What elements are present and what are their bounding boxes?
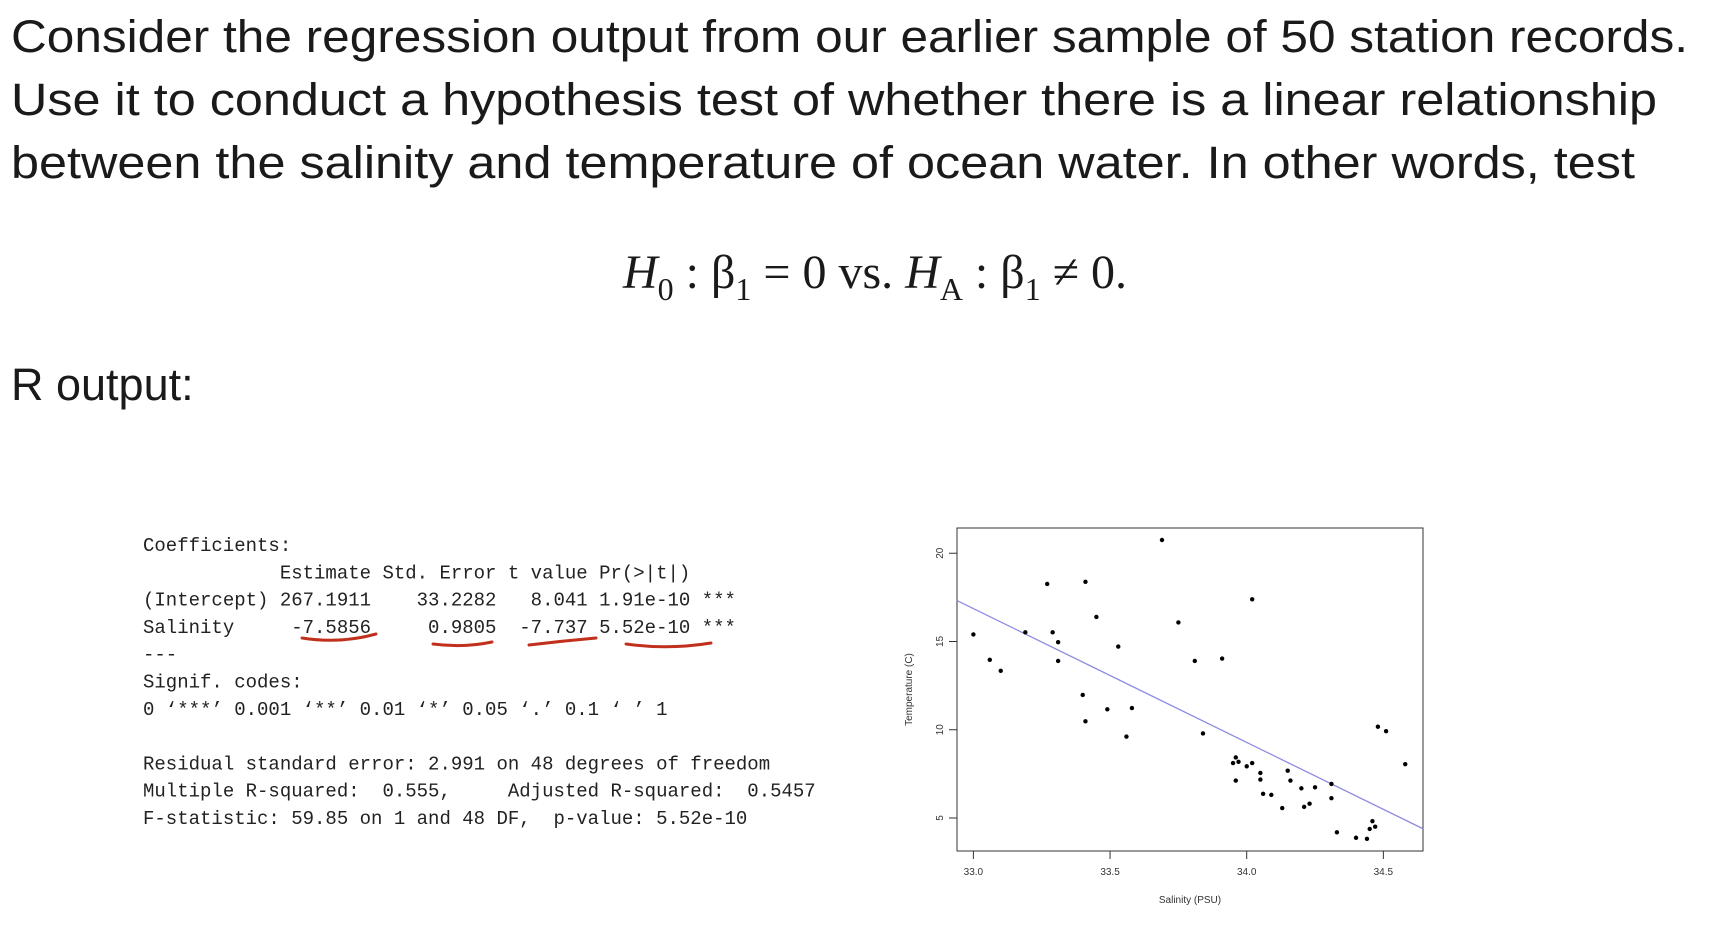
formula-part: : β [674,246,736,299]
data-point [1124,734,1129,739]
formula-part: 0 [658,271,674,307]
data-point [1329,796,1334,801]
data-point [1329,781,1334,787]
data-point [1353,835,1359,840]
data-point [1050,630,1055,635]
data-point [1269,792,1274,798]
data-point [1280,805,1285,811]
data-point [1312,785,1318,790]
data-point [1192,658,1197,664]
formula-part: H [622,246,660,299]
hand-underlines [300,632,713,649]
data-point [1044,581,1050,587]
section-heading: R output: [11,359,194,410]
data-point [1094,614,1099,620]
data-point [1301,804,1307,810]
underline [431,640,494,648]
formula-part: H [904,246,942,299]
data-point [1055,639,1061,645]
underline [527,636,598,647]
data-point [1364,836,1370,842]
formula-part: = 0 vs. [751,246,905,299]
fit-line [956,599,1424,830]
data-point [1260,791,1266,797]
r-output-line: Estimate Std. Error t value Pr(>|t|) [143,562,690,584]
data-point [1200,731,1206,736]
x-tick-label: 34.0 [1237,867,1257,878]
data-point [1055,658,1061,664]
paragraph-line: Use it to conduct a hypothesis test of w… [11,74,1657,125]
y-tick-label: 20 [935,547,946,559]
data-point [1367,826,1372,832]
data-point [1372,824,1378,829]
data-point [1176,620,1181,625]
data-point [1249,597,1255,602]
data-point [971,632,976,637]
formula-part: : β [963,246,1025,299]
data-point [1159,537,1165,543]
y-tick-label: 15 [935,635,946,647]
formula-part: 1 [735,271,751,307]
r-output-line: Residual standard error: 2.991 on 48 deg… [143,753,770,775]
r-output-line: --- [143,644,177,666]
r-output-line: Coefficients: [143,535,291,557]
formula: H0 : β1 = 0 vs. HA : β1 ≠ 0. [622,246,1127,307]
r-output-line: Signif. codes: [143,672,303,694]
data-point [1129,705,1135,711]
data-point [1258,770,1263,776]
data-point [1233,778,1238,783]
data-point [1288,778,1293,783]
data-point [1307,801,1312,806]
scatter-plot: 33.0 33.5 34.0 34.5 5 10 15 20 Salinity (PSU) Tem… [904,527,1424,906]
data-point [1285,768,1290,773]
y-tick-label: 5 [935,815,946,821]
data-point [1258,777,1263,782]
data-point [1233,755,1238,760]
x-tick-label: 33.5 [1100,867,1120,878]
data-point [1080,692,1085,698]
data-point [1219,656,1225,661]
r-output-line: (Intercept) 267.1911 33.2282 8.041 1.91e… [143,590,736,612]
formula-part: ≠ 0. [1041,246,1127,299]
y-tick-label: 10 [935,724,946,736]
r-output-line: Multiple R-squared: 0.555, Adjusted R-sq… [143,781,816,803]
x-tick-label: 33.0 [964,867,984,878]
data-point [998,668,1003,673]
data-point [1403,761,1408,767]
formula-part: 1 [1025,271,1041,307]
r-output-line: F-statistic: 59.85 on 1 and 48 DF, p-val… [143,808,747,830]
data-point [1105,707,1110,712]
data-point [1083,579,1088,585]
data-point [1334,830,1340,835]
x-axis-title: Salinity (PSU) [1159,895,1221,906]
data-point [1236,759,1241,765]
paragraph-line: between the salinity and temperature of … [11,137,1636,188]
paragraph-line: Consider the regression output from our … [11,11,1688,62]
underline [624,641,713,649]
data-point [1299,786,1304,791]
formula-part: A [940,271,963,307]
r-output-line: Salinity -7.5856 0.9805 -7.737 5.52e-10 … [143,617,736,639]
data-point [1083,719,1088,724]
y-axis-title: Temperature (C) [904,653,915,726]
data-point [1230,760,1236,766]
data-point [1249,760,1255,766]
r-output: Coefficients: Estimate Std. Error t valu… [143,535,816,830]
r-output-line: 0 ‘***’ 0.001 ‘**’ 0.01 ‘*’ 0.05 ‘.’ 0.1… [143,699,668,721]
underline [300,632,378,642]
data-point [1383,728,1389,734]
x-tick-label: 34.5 [1374,867,1394,878]
plot-frame [956,527,1424,852]
data-point [1375,724,1381,729]
data-point [1244,764,1249,769]
data-point [1023,630,1028,635]
data-point [1116,644,1121,649]
data-point [987,657,992,663]
data-point [1370,818,1375,824]
